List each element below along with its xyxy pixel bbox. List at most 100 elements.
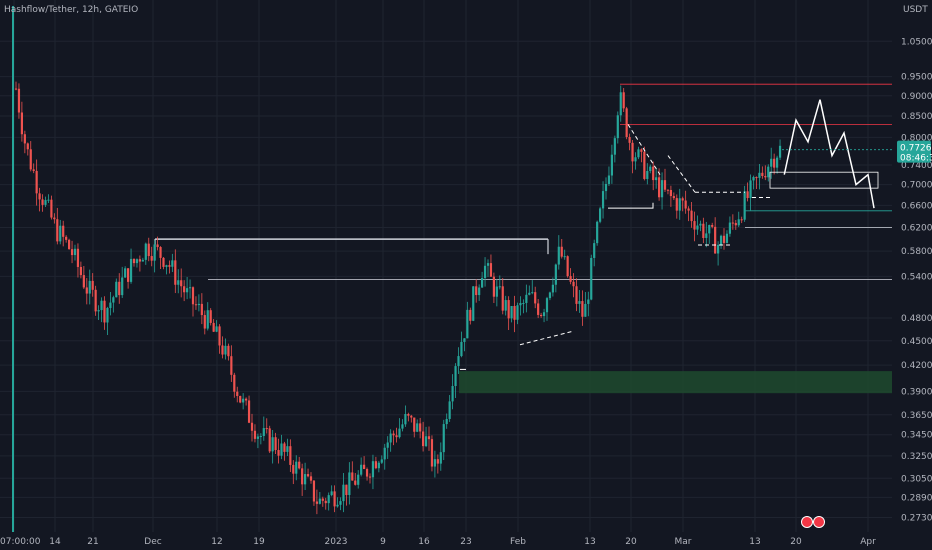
- candle-body: [693, 221, 696, 230]
- candle-body: [758, 172, 761, 178]
- candle-body: [590, 257, 593, 300]
- candle-body: [212, 322, 215, 332]
- candle-body: [599, 208, 602, 222]
- candle-body: [162, 257, 165, 267]
- dashed-trendline: [667, 155, 696, 193]
- candle-body: [613, 138, 616, 155]
- candles-layer: [12, 6, 782, 532]
- candle-body: [531, 292, 534, 294]
- price-axis[interactable]: USDT1.050000.950000.900000.850000.800000…: [782, 5, 932, 523]
- candle-body: [62, 225, 65, 237]
- candle-body: [41, 199, 44, 205]
- time-tick-label: 23: [460, 537, 471, 547]
- candle-body: [38, 193, 41, 200]
- candle-body: [23, 134, 26, 144]
- demand-zone-layer: [459, 371, 892, 394]
- candle-body: [640, 149, 643, 152]
- candle-body: [20, 112, 23, 135]
- candle-body: [628, 136, 631, 143]
- time-tick-label: Apr: [860, 537, 876, 547]
- candle-body: [578, 301, 581, 304]
- candle-body: [684, 200, 687, 209]
- candle-body: [371, 461, 375, 478]
- time-tick-label: 13: [584, 537, 595, 547]
- candle-body: [575, 286, 578, 304]
- candle-body: [188, 287, 192, 289]
- candle-body: [489, 263, 493, 277]
- candle-body: [191, 287, 195, 305]
- candle-body: [44, 200, 47, 205]
- candle-body: [398, 428, 401, 438]
- candle-body: [778, 145, 782, 158]
- candle-body: [469, 309, 472, 321]
- time-tick-label: 14: [49, 537, 61, 547]
- candle-body: [519, 303, 522, 306]
- candle-body: [442, 424, 445, 453]
- candle-body: [194, 304, 198, 306]
- candle-body: [542, 312, 546, 317]
- candle-body: [439, 452, 442, 464]
- candle-body: [492, 276, 495, 297]
- candle-body: [596, 221, 599, 244]
- time-tick-label: Dec: [144, 537, 161, 547]
- candle-body: [699, 223, 702, 226]
- candle-body: [368, 476, 372, 478]
- time-tick-label: 2023: [325, 537, 348, 547]
- candle-body: [708, 225, 711, 234]
- candle-body: [407, 413, 410, 416]
- candle-body: [138, 259, 141, 262]
- candle-body: [112, 297, 115, 303]
- candle-body: [76, 248, 80, 267]
- candle-body: [501, 286, 504, 311]
- candle-body: [79, 266, 82, 276]
- candle-body: [734, 223, 737, 226]
- last-price-countdown: 08:46:33: [900, 154, 932, 164]
- candle-body: [652, 166, 655, 181]
- candle-body: [478, 287, 481, 296]
- candle-body: [545, 298, 549, 313]
- candle-body: [315, 501, 318, 504]
- candle-body: [374, 461, 377, 469]
- candle-body: [59, 225, 62, 242]
- chart-title: Hashflow/Tether, 12h, GATEIO: [4, 5, 138, 15]
- candle-body: [239, 395, 242, 403]
- candle-body: [486, 263, 490, 266]
- candle-body: [457, 356, 460, 367]
- candle-body: [672, 196, 675, 199]
- candle-body: [731, 222, 734, 224]
- candle-body: [298, 461, 301, 469]
- candle-body: [289, 446, 292, 465]
- candle-body: [422, 431, 425, 447]
- candle-body: [637, 149, 640, 158]
- candle-body: [714, 226, 717, 254]
- candle-body: [318, 498, 321, 504]
- candle-body: [451, 386, 454, 402]
- candle-body: [540, 314, 543, 317]
- candle-body: [419, 423, 422, 432]
- candle-body: [156, 244, 159, 248]
- candle-body: [127, 268, 130, 282]
- time-axis[interactable]: 07:00:00 14 21 Dec 12 19 2023 9 16 23 Feb 13 20 Mar 13…: [0, 537, 876, 547]
- candle-body: [265, 428, 268, 430]
- candle-body: [224, 345, 227, 355]
- candle-body: [504, 300, 507, 311]
- candle-body: [761, 172, 764, 177]
- candle-body: [242, 398, 245, 403]
- event-icon: [801, 516, 813, 528]
- candle-body: [206, 310, 209, 329]
- candle-body: [516, 305, 519, 320]
- candle-body: [357, 474, 360, 485]
- candle-body: [513, 305, 516, 320]
- candle-body: [247, 400, 251, 423]
- time-tick-label: Feb: [510, 537, 526, 547]
- candle-body: [68, 239, 71, 250]
- candle-body: [236, 391, 239, 396]
- candle-body: [280, 443, 283, 456]
